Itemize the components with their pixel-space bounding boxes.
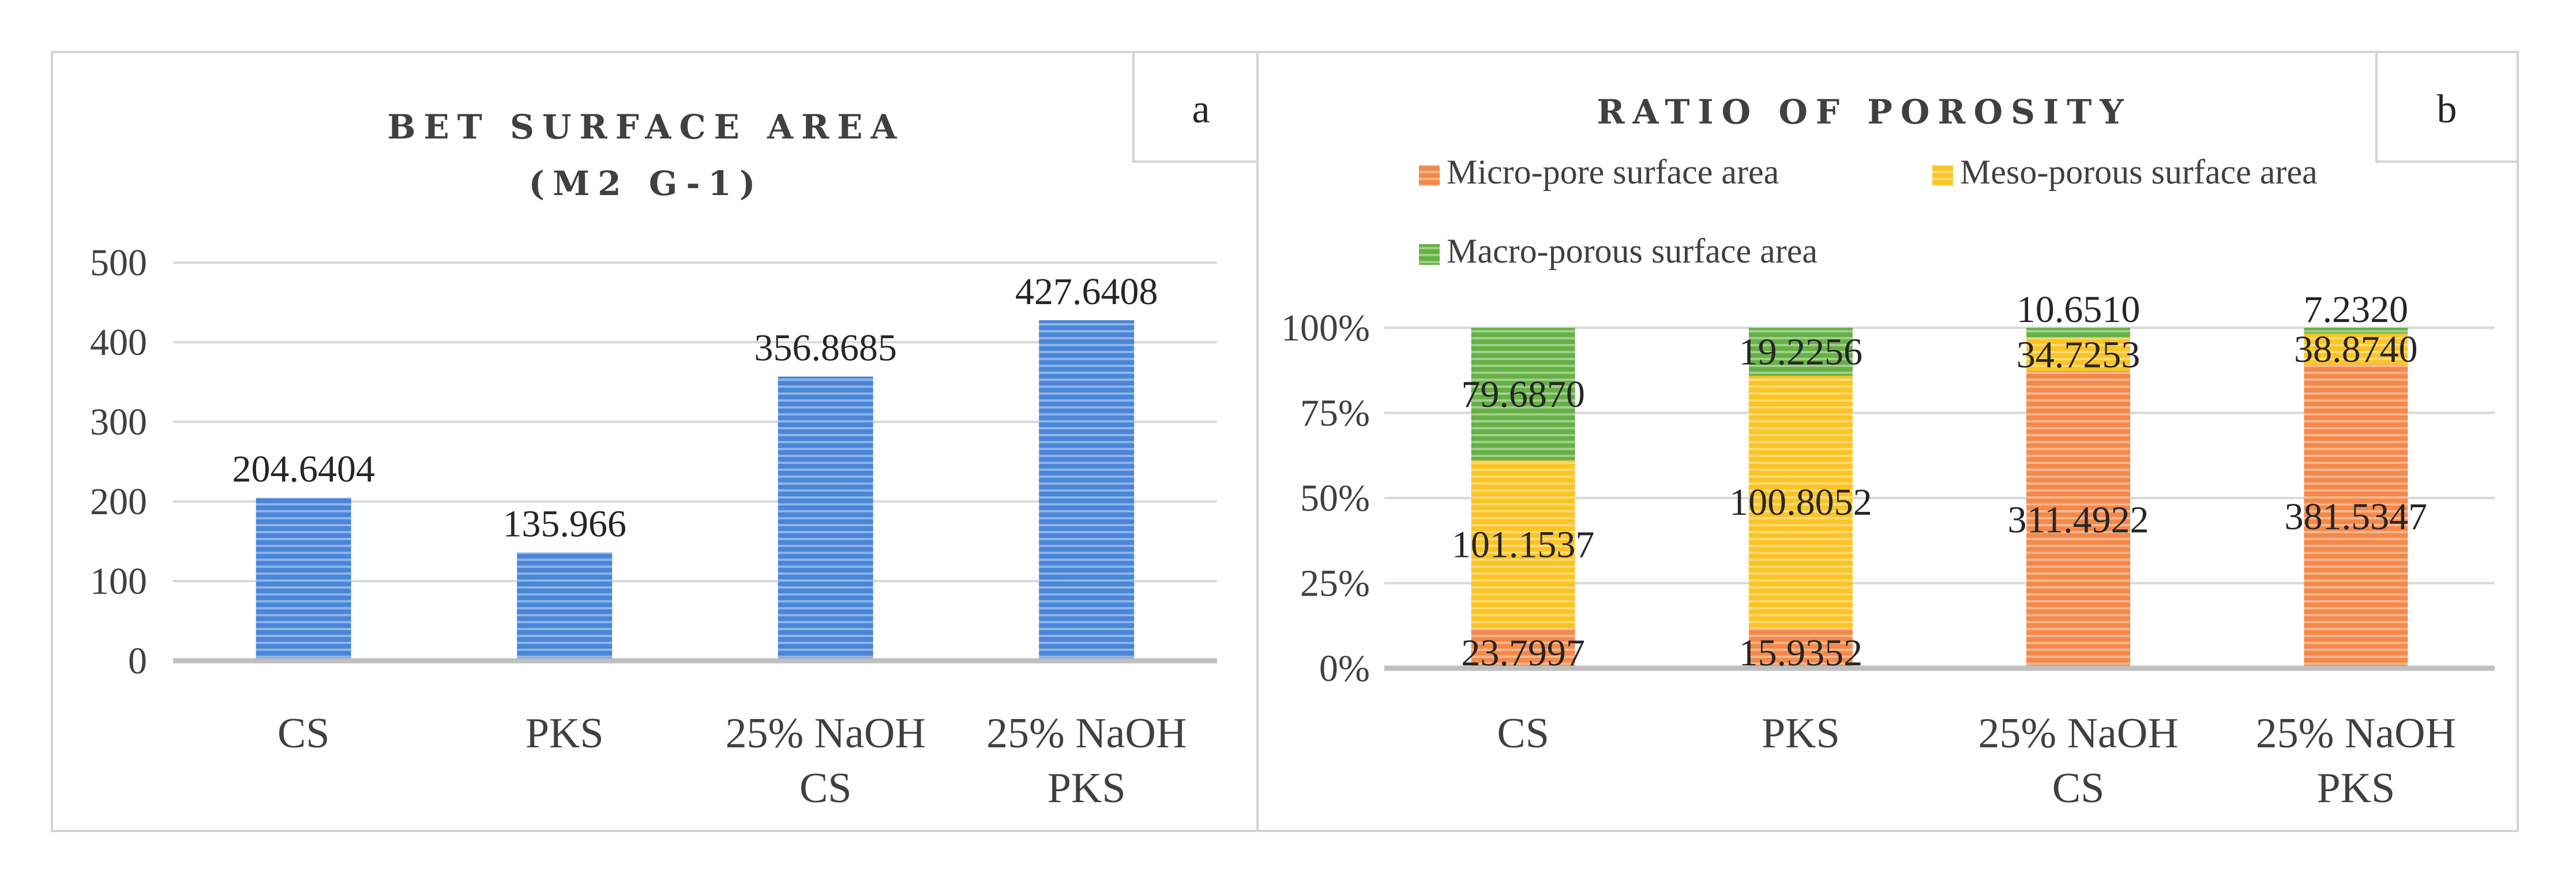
chart-a-value-label: 204.6404 xyxy=(232,448,375,491)
chart-b-y-tick-label: 75% xyxy=(1300,392,1370,435)
chart-a-data-labels: 204.6404 135.966 356.8685 427.6408 xyxy=(232,271,1158,545)
chart-b-category-label: 25% NaOH xyxy=(2256,710,2456,757)
chart-a-category-label: CS xyxy=(799,765,852,812)
chart-b-bar-segment-macro xyxy=(1748,328,1853,376)
chart-b-value-label: 19.2256 xyxy=(1739,331,1863,373)
chart-b-categories: CS PKS 25% NaOH CS 25% NaOH PKS xyxy=(1497,710,2456,812)
chart-b-y-tick-label: 100% xyxy=(1281,307,1370,349)
chart-b-category-label: CS xyxy=(1497,710,1549,757)
panel-a: a BET SURFACE AREA (M2 G-1) 0 100 200 300 40… xyxy=(51,51,1270,832)
chart-b-y-ticks: 0% 25% 50% 75% 100% xyxy=(1281,307,1370,690)
panel-a-tag-box xyxy=(1132,51,1270,163)
legend-swatch-macro xyxy=(1419,244,1440,265)
chart-a-y-tick-label: 500 xyxy=(90,242,147,284)
chart-b-bar-segment-micro xyxy=(2026,371,2131,668)
chart-b-value-label: 381.5347 xyxy=(2285,496,2428,538)
chart-b-category-label: PKS xyxy=(1762,710,1840,757)
chart-b-bar-segment-meso xyxy=(1471,460,1575,629)
chart-a-y-tick-label: 200 xyxy=(90,481,147,523)
chart-b-value-label: 10.6510 xyxy=(2017,289,2141,331)
chart-a-y-tick-label: 400 xyxy=(90,321,147,364)
chart-a-y-tick-label: 0 xyxy=(128,640,147,682)
chart-b-value-label: 101.1537 xyxy=(1452,524,1595,566)
chart-b-value-label: 7.2320 xyxy=(2304,289,2409,331)
panel-b-tag-box xyxy=(2375,51,2519,163)
chart-a-category-label: PKS xyxy=(525,710,604,757)
chart-a-title-line-2: (M2 G-1) xyxy=(529,164,764,203)
legend-swatch-micro xyxy=(1419,165,1440,186)
chart-b-bars xyxy=(1471,328,2408,668)
legend-label-meso: Meso-porous surface area xyxy=(1960,153,2318,191)
legend-label-macro: Macro-porous surface area xyxy=(1447,232,1818,270)
chart-a-category-label: 25% NaOH xyxy=(986,710,1186,757)
chart-a-bar xyxy=(778,376,873,661)
chart-a-value-label: 135.966 xyxy=(503,503,627,545)
chart-b-category-label: 25% NaOH xyxy=(1978,710,2178,757)
chart-b-category-label: PKS xyxy=(2316,765,2395,812)
chart-a-y-tick-label: 300 xyxy=(90,401,147,443)
chart-a-bar xyxy=(256,497,351,661)
chart-b-value-label: 100.8052 xyxy=(1729,481,1872,523)
chart-a-category-label: 25% NaOH xyxy=(726,710,926,757)
chart-b-value-label: 38.8740 xyxy=(2294,328,2418,370)
chart-b-bar-segment-macro xyxy=(2026,328,2131,338)
chart-b-bar-segment-micro xyxy=(1471,628,1575,668)
chart-b-value-label: 23.7997 xyxy=(1461,632,1585,674)
chart-b-value-label: 15.9352 xyxy=(1739,632,1863,674)
chart-a-title-line-1: BET SURFACE AREA xyxy=(387,107,904,147)
chart-b-bar-segment-micro xyxy=(2304,364,2408,668)
chart-b-value-label: 34.7253 xyxy=(2017,334,2141,376)
chart-a-y-ticks: 0 100 200 300 400 500 xyxy=(90,242,147,682)
chart-b-bar-segment-macro xyxy=(2304,328,2408,334)
panel-a-tag: a xyxy=(1192,87,1210,132)
panel-b: b RATIO OF POROSITY Micro-pore surface a… xyxy=(1256,51,2519,832)
chart-a-bars xyxy=(256,320,1135,661)
chart-b-bar-segment-meso xyxy=(1748,376,1853,628)
chart-a-bar xyxy=(517,552,613,661)
chart-b-category-label: CS xyxy=(2052,765,2105,812)
chart-b-bar-segment-meso xyxy=(2026,338,2131,372)
chart-b-value-label: 311.4922 xyxy=(2008,499,2149,541)
chart-b-title: RATIO OF POROSITY xyxy=(1597,92,2131,132)
chart-b-y-tick-label: 0% xyxy=(1319,647,1370,690)
chart-a-value-label: 427.6408 xyxy=(1015,271,1158,313)
chart-a-categories: CS PKS 25% NaOH CS 25% NaOH PKS xyxy=(277,710,1186,812)
chart-a-value-label: 356.8685 xyxy=(754,327,898,369)
chart-b-legend: Micro-pore surface area Meso-porous surfa… xyxy=(1419,153,2318,270)
chart-b-data-labels: 23.7997 101.1537 79.6870 15.9352 100.8052 19.… xyxy=(1452,289,2427,674)
chart-b-bar-segment-micro xyxy=(1748,628,1853,668)
chart-b-bar-segment-macro xyxy=(1471,328,1575,461)
legend-label-micro: Micro-pore surface area xyxy=(1447,153,1779,191)
legend-swatch-meso xyxy=(1932,165,1953,186)
chart-a-y-tick-label: 100 xyxy=(90,560,147,602)
chart-a-category-label: CS xyxy=(277,710,330,757)
chart-b-y-tick-label: 25% xyxy=(1300,563,1370,605)
chart-a-bar xyxy=(1039,320,1135,661)
chart-b-bar-segment-meso xyxy=(2304,333,2408,365)
chart-b-y-tick-label: 50% xyxy=(1300,477,1370,519)
chart-b-value-label: 79.6870 xyxy=(1461,373,1585,415)
chart-a-category-label: PKS xyxy=(1047,765,1126,812)
panel-b-tag: b xyxy=(2437,87,2457,132)
